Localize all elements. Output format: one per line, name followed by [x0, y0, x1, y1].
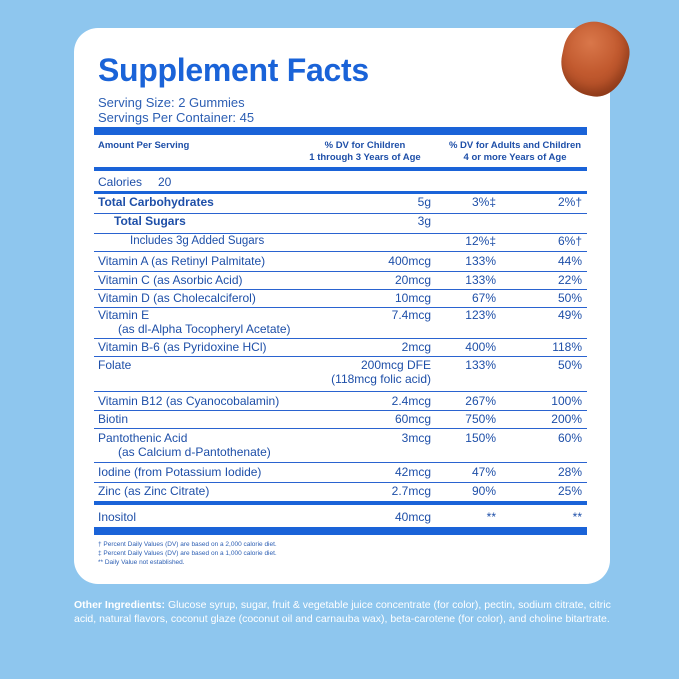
- row-divider: [94, 501, 587, 505]
- dv-adults: 50%: [557, 358, 582, 372]
- footnote: ** Daily Value not established.: [98, 559, 185, 566]
- calories-value: 20: [158, 175, 172, 189]
- dv-children: 400%: [465, 340, 496, 354]
- nutrient-amount: 400mcg: [388, 254, 431, 268]
- nutrient-name: Iodine (from Potassium Iodide): [98, 465, 262, 479]
- nutrient-name: Vitamin C (as Asorbic Acid): [98, 273, 243, 287]
- dv-adults: 50%: [557, 291, 582, 305]
- nutrient-amount: 2.7mcg: [391, 484, 431, 498]
- dv-adults: 118%: [552, 340, 582, 354]
- nutrient-amount: 200mcg DFE: [360, 358, 431, 372]
- dv-children: **: [486, 510, 496, 524]
- nutrient-amount: 2.4mcg: [391, 394, 431, 408]
- nutrient-name-detail: (as Calcium d-Pantothenate): [118, 445, 271, 459]
- dv-children: 133%: [465, 358, 496, 372]
- dv-adults: 22%: [557, 273, 582, 287]
- row-divider: [94, 410, 587, 411]
- servings-per-container: Servings Per Container: 45: [98, 110, 255, 125]
- dv-children: 67%: [471, 291, 496, 305]
- nutrient-name-detail: (as dl-Alpha Tocopheryl Acetate): [118, 322, 291, 336]
- nutrient-name: Vitamin B12 (as Cyanocobalamin): [98, 394, 280, 408]
- dv-children: 133%: [465, 273, 496, 287]
- row-divider: [94, 233, 587, 234]
- nutrient-name: Vitamin E: [98, 308, 150, 322]
- row-divider: [94, 213, 587, 214]
- nutrient-name: Total Sugars: [114, 214, 186, 228]
- footnote: † Percent Daily Values (DV) are based on…: [98, 541, 277, 548]
- dv-children: 133%: [465, 254, 496, 268]
- other-ingredients: Other Ingredients: Glucose syrup, sugar,…: [74, 598, 614, 626]
- nutrient-amount: 40mcg: [394, 510, 431, 524]
- nutrient-name: Vitamin B-6 (as Pyridoxine HCl): [98, 340, 267, 354]
- header-thick-rule: [94, 167, 587, 171]
- nutrient-amount: 42mcg: [394, 465, 431, 479]
- supplement-facts-card: [74, 28, 610, 584]
- page-title: Supplement Facts: [98, 52, 369, 88]
- serving-size: Serving Size: 2 Gummies: [98, 95, 245, 110]
- bottom-thick-rule: [94, 527, 587, 535]
- dv-adults: 25%: [557, 484, 582, 498]
- nutrient-name: Zinc (as Zinc Citrate): [98, 484, 210, 498]
- dv-children: 47%: [471, 465, 496, 479]
- other-ingredients-label: Other Ingredients:: [74, 599, 166, 611]
- header-dv-adults: % DV for Adults and Children 4 or more Y…: [448, 140, 582, 163]
- nutrient-amount: 3mcg: [401, 431, 431, 445]
- dv-adults: 2%†: [557, 195, 582, 209]
- dv-adults: 100%: [551, 394, 582, 408]
- top-thick-rule: [94, 127, 587, 135]
- row-divider: [94, 338, 587, 339]
- dv-children: 90%: [471, 484, 496, 498]
- header-amount: Amount Per Serving: [98, 140, 190, 151]
- nutrient-amount: 10mcg: [394, 291, 431, 305]
- dv-adults: 60%: [557, 431, 582, 445]
- nutrient-name: Vitamin D (as Cholecalciferol): [98, 291, 256, 305]
- nutrient-name: Includes 3g Added Sugars: [130, 235, 265, 247]
- nutrient-name: Folate: [98, 358, 132, 372]
- nutrient-amount: 2mcg: [401, 340, 431, 354]
- dv-adults: 200%: [551, 412, 582, 426]
- dv-adults: 28%: [557, 465, 582, 479]
- nutrient-amount: 60mcg: [394, 412, 431, 426]
- nutrient-amount: 20mcg: [394, 273, 431, 287]
- dv-children: 3%‡: [471, 195, 496, 209]
- dv-children: 267%: [465, 394, 496, 408]
- nutrient-name: Biotin: [98, 412, 129, 426]
- nutrient-amount-detail: (118mcg folic acid): [331, 372, 431, 386]
- dv-children: 150%: [465, 431, 496, 445]
- dv-adults: 49%: [557, 308, 582, 322]
- row-divider: [94, 391, 587, 392]
- row-divider: [94, 356, 587, 357]
- row-divider: [94, 289, 587, 290]
- dv-children: 750%: [465, 412, 496, 426]
- row-divider: [94, 271, 587, 272]
- row-divider: [94, 251, 587, 252]
- nutrient-name: Total Carbohydrates: [98, 195, 214, 209]
- dv-children: 12%‡: [465, 234, 496, 248]
- other-ingredients-text: Glucose syrup, sugar, fruit & vegetable …: [74, 599, 611, 625]
- row-divider: [94, 307, 587, 308]
- row-divider: [94, 482, 587, 483]
- dv-children: 123%: [465, 308, 496, 322]
- header-dv-children: % DV for Children 1 through 3 Years of A…: [309, 140, 421, 163]
- calories-label: Calories: [98, 175, 143, 189]
- dv-adults: 44%: [557, 254, 582, 268]
- footnote: ‡ Percent Daily Values (DV) are based on…: [98, 550, 277, 557]
- nutrient-name: Pantothenic Acid: [98, 431, 188, 445]
- nutrient-name: Inositol: [98, 510, 137, 524]
- nutrient-amount: 7.4mcg: [391, 308, 431, 322]
- nutrient-amount: 5g: [417, 195, 431, 209]
- row-divider: [94, 462, 587, 463]
- dv-adults: 6%†: [557, 234, 582, 248]
- dv-adults: **: [572, 510, 582, 524]
- row-divider: [94, 428, 587, 429]
- nutrient-amount: 3g: [417, 214, 431, 228]
- calories-rule: [94, 191, 587, 194]
- nutrient-name: Vitamin A (as Retinyl Palmitate): [98, 254, 266, 268]
